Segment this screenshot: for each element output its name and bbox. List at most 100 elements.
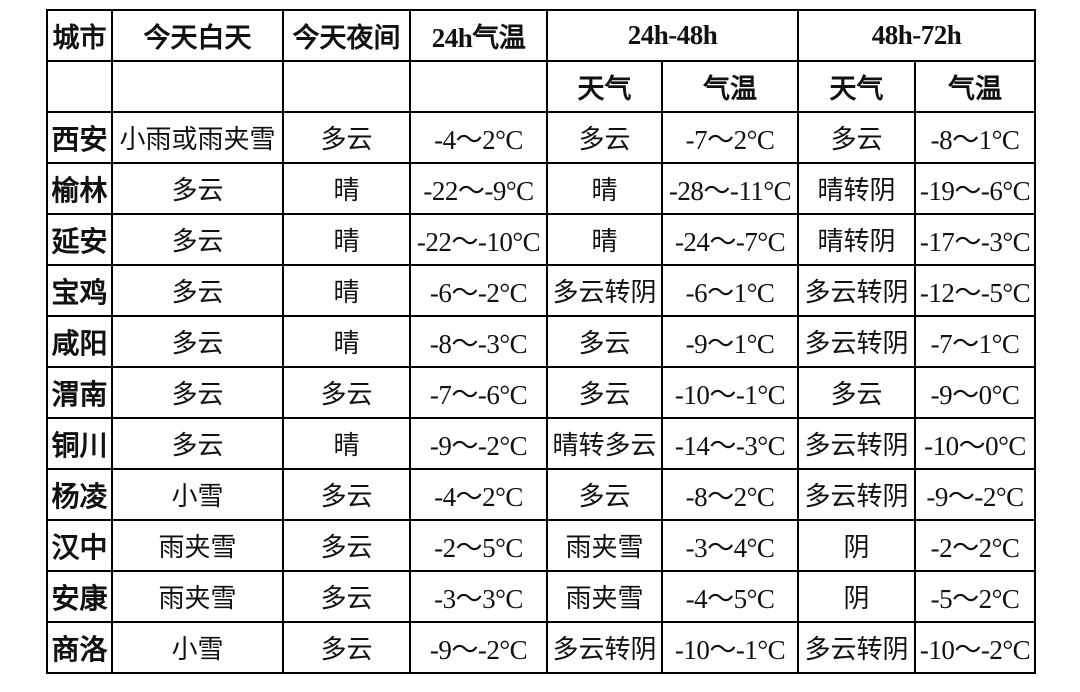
data-cell: -10～-2°C xyxy=(914,621,1036,674)
data-cell: -8～1°C xyxy=(914,111,1036,164)
data-cell: 多云 xyxy=(546,468,663,521)
data-row: 西安 小雨或雨夹雪 多云 -4～2°C 多云 -7～2°C 多云 -8～1°C xyxy=(46,111,1036,164)
data-cell: 阴 xyxy=(797,570,916,623)
data-cell: -9～-2°C xyxy=(409,621,548,674)
data-cell: 多云转阴 xyxy=(546,621,663,674)
data-cell: -10～-1°C xyxy=(661,366,799,419)
data-cell: -4～5°C xyxy=(661,570,799,623)
data-cell: 多云 xyxy=(282,621,411,674)
empty-cell xyxy=(409,60,548,113)
data-cell: 多云 xyxy=(546,366,663,419)
data-cell: -9～0°C xyxy=(914,366,1036,419)
data-row: 汉中 雨夹雪 多云 -2～5°C 雨夹雪 -3～4°C 阴 -2～2°C xyxy=(46,519,1036,572)
data-cell: 晴 xyxy=(282,162,411,215)
data-cell: -14～-3°C xyxy=(661,417,799,470)
header-cell: 今天夜间 xyxy=(282,9,411,62)
data-cell: -17～-3°C xyxy=(914,213,1036,266)
data-cell: 多云 xyxy=(111,213,284,266)
data-cell: -19～-6°C xyxy=(914,162,1036,215)
data-cell: -7～2°C xyxy=(661,111,799,164)
city-cell: 汉中 xyxy=(46,519,113,572)
data-cell: 多云 xyxy=(111,264,284,317)
data-cell: 多云 xyxy=(282,111,411,164)
data-cell: -3～4°C xyxy=(661,519,799,572)
data-cell: -9～-2°C xyxy=(409,417,548,470)
data-cell: -22～-10°C xyxy=(409,213,548,266)
header-row: 城市 今天白天 今天夜间 24h气温 24h-48h 48h-72h xyxy=(46,9,1036,62)
city-cell: 渭南 xyxy=(46,366,113,419)
data-cell: 多云 xyxy=(797,366,916,419)
data-cell: -12～-5°C xyxy=(914,264,1036,317)
subheader-cell: 气温 xyxy=(661,60,799,113)
data-cell: 小雪 xyxy=(111,621,284,674)
data-cell: -2～2°C xyxy=(914,519,1036,572)
data-cell: 晴 xyxy=(546,162,663,215)
city-cell: 榆林 xyxy=(46,162,113,215)
city-cell: 商洛 xyxy=(46,621,113,674)
data-cell: 小雪 xyxy=(111,468,284,521)
data-cell: 晴转阴 xyxy=(797,213,916,266)
data-cell: 多云 xyxy=(546,315,663,368)
data-cell: 阴 xyxy=(797,519,916,572)
subheader-cell: 气温 xyxy=(914,60,1036,113)
data-cell: 多云 xyxy=(111,417,284,470)
data-cell: -5～2°C xyxy=(914,570,1036,623)
data-cell: -10～-1°C xyxy=(661,621,799,674)
city-cell: 铜川 xyxy=(46,417,113,470)
data-cell: -4～2°C xyxy=(409,111,548,164)
data-cell: 晴 xyxy=(282,315,411,368)
data-cell: 多云转阴 xyxy=(797,417,916,470)
data-cell: -28～-11°C xyxy=(661,162,799,215)
header-cell: 24h-48h xyxy=(546,9,799,62)
data-cell: -6～-2°C xyxy=(409,264,548,317)
header-cell: 24h气温 xyxy=(409,9,548,62)
data-cell: 晴 xyxy=(282,417,411,470)
data-cell: 多云转阴 xyxy=(797,468,916,521)
subheader-cell: 天气 xyxy=(797,60,916,113)
data-cell: -9～-2°C xyxy=(914,468,1036,521)
empty-cell xyxy=(282,60,411,113)
data-cell: -2～5°C xyxy=(409,519,548,572)
city-cell: 咸阳 xyxy=(46,315,113,368)
header-cell: 今天白天 xyxy=(111,9,284,62)
data-cell: -4～2°C xyxy=(409,468,548,521)
data-cell: 雨夹雪 xyxy=(546,519,663,572)
subheader-row: 天气 气温 天气 气温 xyxy=(46,60,1036,113)
data-cell: 雨夹雪 xyxy=(546,570,663,623)
header-cell: 城市 xyxy=(46,9,113,62)
data-cell: 多云 xyxy=(282,570,411,623)
data-cell: 多云 xyxy=(111,162,284,215)
data-cell: 雨夹雪 xyxy=(111,570,284,623)
data-row: 渭南 多云 多云 -7～-6°C 多云 -10～-1°C 多云 -9～0°C xyxy=(46,366,1036,419)
header-cell: 48h-72h xyxy=(797,9,1036,62)
data-row: 安康 雨夹雪 多云 -3～3°C 雨夹雪 -4～5°C 阴 -5～2°C xyxy=(46,570,1036,623)
data-row: 宝鸡 多云晴 -6～-2°C 多云转阴 -6～1°C 多云转阴 -12～-5°C xyxy=(46,264,1036,317)
table-body: 城市 今天白天 今天夜间 24h气温 24h-48h 48h-72h 天气 气温 天气 气温 西安小… xyxy=(46,9,1036,674)
data-cell: 多云 xyxy=(282,366,411,419)
empty-cell xyxy=(46,60,113,113)
data-cell: -9～1°C xyxy=(661,315,799,368)
data-cell: -7～-6°C xyxy=(409,366,548,419)
city-cell: 西安 xyxy=(46,111,113,164)
data-cell: -7～1°C xyxy=(914,315,1036,368)
subheader-cell: 天气 xyxy=(546,60,663,113)
data-cell: -3～3°C xyxy=(409,570,548,623)
empty-cell xyxy=(111,60,284,113)
data-cell: 多云转阴 xyxy=(797,315,916,368)
city-cell: 宝鸡 xyxy=(46,264,113,317)
data-cell: 多云 xyxy=(282,519,411,572)
data-cell: 多云转阴 xyxy=(546,264,663,317)
data-cell: -22～-9°C xyxy=(409,162,548,215)
data-cell: 小雨或雨夹雪 xyxy=(111,111,284,164)
data-row: 杨凌 小雪 多云 -4～2°C 多云 -8～2°C 多云转阴 -9～-2°C xyxy=(46,468,1036,521)
city-cell: 延安 xyxy=(46,213,113,266)
data-row: 延安 多云晴 -22～-10°C 晴 -24～-7°C 晴转阴 -17～-3°C xyxy=(46,213,1036,266)
data-cell: 多云转阴 xyxy=(797,621,916,674)
data-cell: 晴转多云 xyxy=(546,417,663,470)
data-cell: -8～2°C xyxy=(661,468,799,521)
weather-table: 城市 今天白天 今天夜间 24h气温 24h-48h 48h-72h 天气 气温 天气 气温 西安小… xyxy=(46,9,1036,674)
data-cell: 晴转阴 xyxy=(797,162,916,215)
data-cell: 多云 xyxy=(546,111,663,164)
data-row: 咸阳 多云晴 -8～-3°C 多云 -9～1°C 多云转阴 -7～1°C xyxy=(46,315,1036,368)
